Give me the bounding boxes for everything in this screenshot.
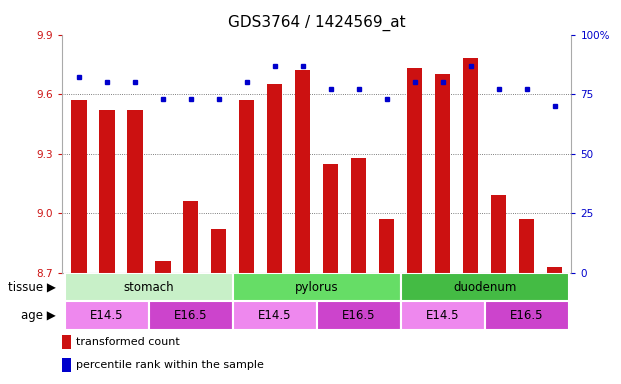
Bar	[401, 273, 568, 301]
Text: E16.5: E16.5	[510, 310, 543, 322]
Bar	[407, 68, 422, 273]
Bar	[401, 301, 484, 330]
Bar	[211, 229, 227, 273]
Bar	[351, 157, 366, 273]
Bar	[435, 74, 450, 273]
Text: transformed count: transformed count	[76, 337, 180, 347]
Bar	[491, 195, 506, 273]
Bar	[99, 110, 114, 273]
Bar	[463, 58, 478, 273]
Bar	[547, 266, 562, 273]
Bar	[149, 301, 233, 330]
Bar	[233, 273, 401, 301]
Bar	[62, 358, 71, 372]
Bar	[183, 201, 199, 273]
Text: E14.5: E14.5	[90, 310, 124, 322]
Bar	[65, 273, 233, 301]
Text: GDS3764 / 1424569_at: GDS3764 / 1424569_at	[228, 15, 406, 31]
Bar	[323, 164, 338, 273]
Bar	[317, 301, 401, 330]
Text: age ▶: age ▶	[21, 310, 56, 322]
Bar	[127, 110, 143, 273]
Bar	[379, 219, 394, 273]
Text: stomach: stomach	[124, 281, 174, 293]
Bar	[267, 84, 283, 273]
Bar	[62, 335, 71, 349]
Bar	[295, 70, 310, 273]
Text: E16.5: E16.5	[342, 310, 376, 322]
Text: pylorus: pylorus	[295, 281, 338, 293]
Bar	[484, 301, 568, 330]
Bar	[233, 301, 317, 330]
Bar	[519, 219, 534, 273]
Bar	[239, 100, 255, 273]
Bar	[155, 261, 171, 273]
Text: E14.5: E14.5	[258, 310, 291, 322]
Text: duodenum: duodenum	[453, 281, 516, 293]
Bar	[65, 301, 149, 330]
Bar	[71, 100, 86, 273]
Text: tissue ▶: tissue ▶	[8, 281, 56, 293]
Text: percentile rank within the sample: percentile rank within the sample	[76, 360, 264, 370]
Text: E16.5: E16.5	[174, 310, 207, 322]
Text: E14.5: E14.5	[426, 310, 460, 322]
